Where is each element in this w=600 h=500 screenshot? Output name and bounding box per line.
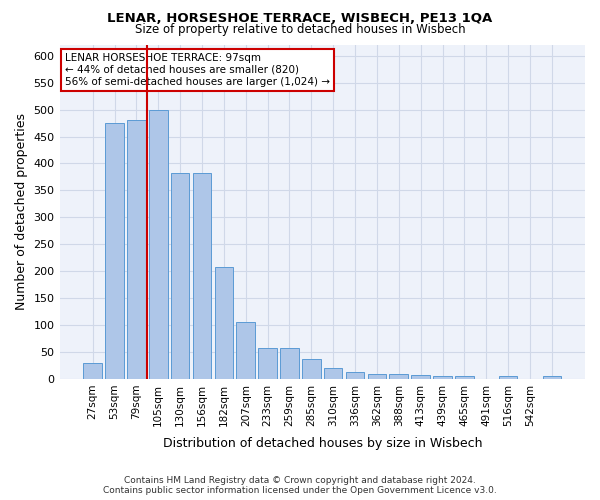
Bar [236, 322, 255, 379]
Bar [259, 348, 277, 379]
Bar [280, 348, 299, 379]
Bar [433, 376, 452, 379]
Bar [389, 374, 408, 379]
Bar [412, 374, 430, 379]
Bar [215, 267, 233, 379]
Text: LENAR HORSESHOE TERRACE: 97sqm
← 44% of detached houses are smaller (820)
56% of: LENAR HORSESHOE TERRACE: 97sqm ← 44% of … [65, 54, 330, 86]
Text: Contains HM Land Registry data © Crown copyright and database right 2024.
Contai: Contains HM Land Registry data © Crown c… [103, 476, 497, 495]
Bar [368, 374, 386, 379]
Bar [346, 372, 364, 379]
Bar [83, 362, 102, 379]
Bar [171, 172, 190, 379]
Y-axis label: Number of detached properties: Number of detached properties [15, 114, 28, 310]
Text: LENAR, HORSESHOE TERRACE, WISBECH, PE13 1QA: LENAR, HORSESHOE TERRACE, WISBECH, PE13 … [107, 12, 493, 26]
Bar [302, 359, 320, 379]
Bar [499, 376, 517, 379]
X-axis label: Distribution of detached houses by size in Wisbech: Distribution of detached houses by size … [163, 437, 482, 450]
Bar [455, 376, 473, 379]
Bar [149, 110, 167, 379]
Bar [127, 120, 146, 379]
Bar [324, 368, 343, 379]
Text: Size of property relative to detached houses in Wisbech: Size of property relative to detached ho… [134, 22, 466, 36]
Bar [193, 172, 211, 379]
Bar [105, 123, 124, 379]
Bar [542, 376, 561, 379]
